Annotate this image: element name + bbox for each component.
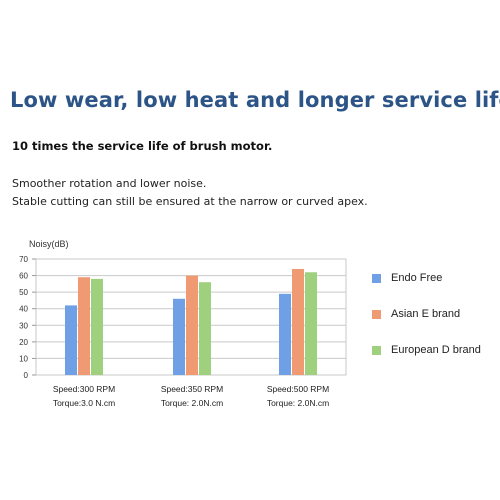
bar [65,305,77,375]
bar [279,293,291,375]
bar [91,278,103,375]
bar [173,298,185,375]
x-category-label: Speed:350 RPM [161,384,223,394]
legend-item-asian-e-brand: Asian E brand [372,306,481,322]
description-line-2: Stable cutting can still be ensured at t… [12,195,368,208]
description-line-1: Smoother rotation and lower noise. [12,177,207,190]
y-tick-label: 20 [19,338,28,347]
chart-legend: Endo Free Asian E brand European D brand [372,270,481,378]
x-category-label: Speed:300 RPM [53,384,115,394]
x-category-label: Torque: 2.0N.cm [161,398,223,408]
subheading: 10 times the service life of brush motor… [12,139,273,153]
bar [78,277,90,375]
legend-swatch [372,309,381,319]
x-category-label: Torque: 2.0N.cm [267,398,329,408]
legend-swatch [372,345,381,355]
y-axis-title: Noisy(dB) [29,239,69,249]
legend-item-european-d-brand: European D brand [372,342,481,358]
x-category-label: Speed:500 RPM [267,384,329,394]
legend-label: European D brand [391,344,481,356]
y-tick-label: 60 [19,272,28,281]
bar [292,268,304,375]
y-tick-label: 50 [19,288,28,297]
page-heading: Low wear, low heat and longer service li… [10,88,500,112]
y-tick-label: 40 [19,305,28,314]
y-tick-label: 0 [24,371,29,380]
bar [186,275,198,375]
y-tick-label: 30 [19,321,28,330]
bar [305,272,317,375]
legend-label: Endo Free [391,272,443,284]
bar [199,282,211,375]
description: Smoother rotation and lower noise. Stabl… [12,175,368,211]
x-category-label: Torque:3.0 N.cm [53,398,115,408]
legend-item-endo-free: Endo Free [372,270,481,286]
y-tick-label: 70 [19,255,28,264]
legend-label: Asian E brand [391,308,461,320]
y-tick-label: 10 [19,354,28,363]
legend-swatch [372,273,381,283]
